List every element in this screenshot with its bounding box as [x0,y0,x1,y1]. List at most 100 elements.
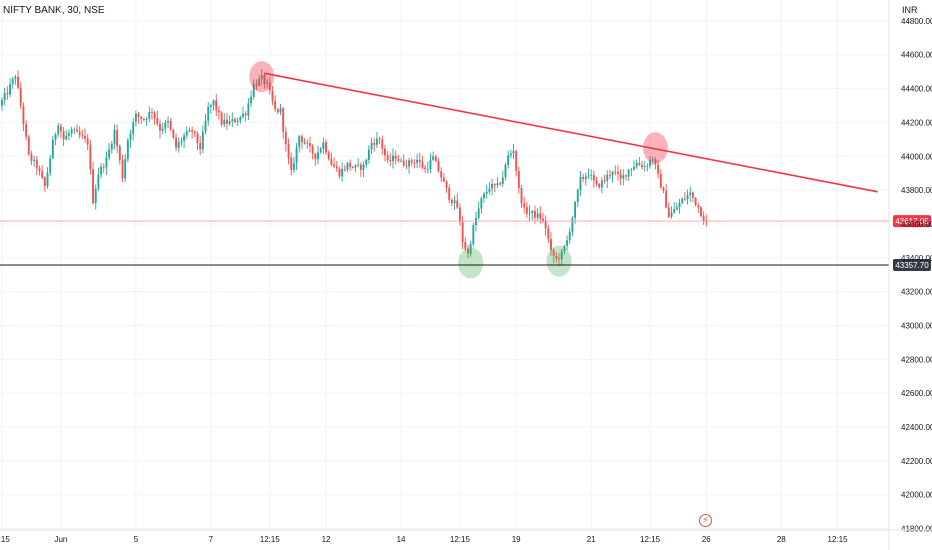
candle-body [582,177,585,179]
candle-body [84,136,86,139]
candle-body [325,142,327,153]
candle-body [464,242,467,249]
candle-body [57,125,60,135]
candle-body [389,159,392,162]
x-tick-label: 12:15 [828,535,849,544]
candle-body [263,75,266,84]
y-tick-label: 44600.00 [901,51,932,60]
candle-body [512,151,515,154]
candle-body [54,134,57,140]
candle-body [17,76,20,88]
candle-body [51,139,54,159]
candle-body [702,216,705,222]
candle-body [330,159,333,165]
candle-body [488,188,491,192]
candle-body [405,165,408,167]
candle-body [142,118,145,120]
candle-body [287,144,290,158]
candle-body [659,173,662,188]
candle-body [9,84,11,95]
candle-body [274,100,277,110]
candle-body [258,78,261,86]
candle-body [38,168,41,172]
candle-body [611,171,614,176]
candle-body [349,162,352,168]
candle-body [448,187,451,201]
candle-body [335,166,338,169]
candle-body [635,162,638,167]
candle-body [346,162,349,170]
last-price-tag [893,215,931,228]
candle-body [41,171,44,178]
candles [1,68,708,267]
candle-body [686,195,689,200]
x-tick-label: 12 [322,535,331,544]
candle-body [35,159,38,169]
candle-body [300,136,303,142]
candle-body [616,171,619,174]
candle-body [587,175,590,177]
candle-body [675,207,678,210]
candle-body [499,183,502,185]
candle-body [571,218,574,232]
candle-body [145,118,148,120]
candle-body [129,134,132,141]
candle-body [68,133,70,136]
candle-body [469,244,472,254]
candle-body [552,250,555,256]
candle-body [432,156,435,160]
candle-body [547,228,550,240]
candle-body [429,159,432,170]
candle-body [467,248,469,254]
candle-body [440,171,443,178]
resistance-trendline [264,72,878,193]
candle-body [317,152,319,160]
y-tick-label: 42200.00 [901,457,932,466]
candle-body [65,135,68,140]
candle-body [633,166,635,170]
candle-body [354,165,357,168]
candle-body [14,76,17,79]
candle-body [333,164,336,167]
candle-body [86,138,89,145]
resistance-marker [249,61,275,93]
y-tick-label: 44200.00 [901,118,932,127]
candle-body [400,160,402,162]
candle-body [6,93,9,95]
candle-body [705,221,708,223]
candle-body [3,93,6,100]
candle-body [681,198,684,204]
candle-body [525,207,528,214]
candle-body [619,173,622,179]
candle-body [555,255,558,259]
x-tick-label: 12:15 [640,535,661,544]
candle-body [303,141,306,144]
candle-body [590,175,593,176]
candle-body [683,198,686,200]
candle-body [137,113,140,117]
candle-body [239,116,242,121]
candle-body [689,192,692,196]
candle-body [566,240,569,246]
candle-body [606,174,609,181]
candle-body [410,160,413,163]
y-tick-label: 43800.00 [901,186,932,195]
candle-body [250,96,253,104]
candle-body [78,131,81,136]
candle-body [33,159,36,161]
x-tick-label: 5 [134,535,139,544]
candle-body [290,157,293,170]
candle-body [196,133,199,143]
resistance-marker [642,132,668,164]
candle-body [271,90,274,101]
candle-body [691,192,694,198]
replay-icon[interactable]: ⚡ [699,514,712,527]
candle-body [533,210,536,218]
candle-body [113,129,116,144]
candle-body [630,169,633,171]
candle-body [209,105,212,107]
candle-body [472,225,475,245]
candle-body [1,99,3,106]
